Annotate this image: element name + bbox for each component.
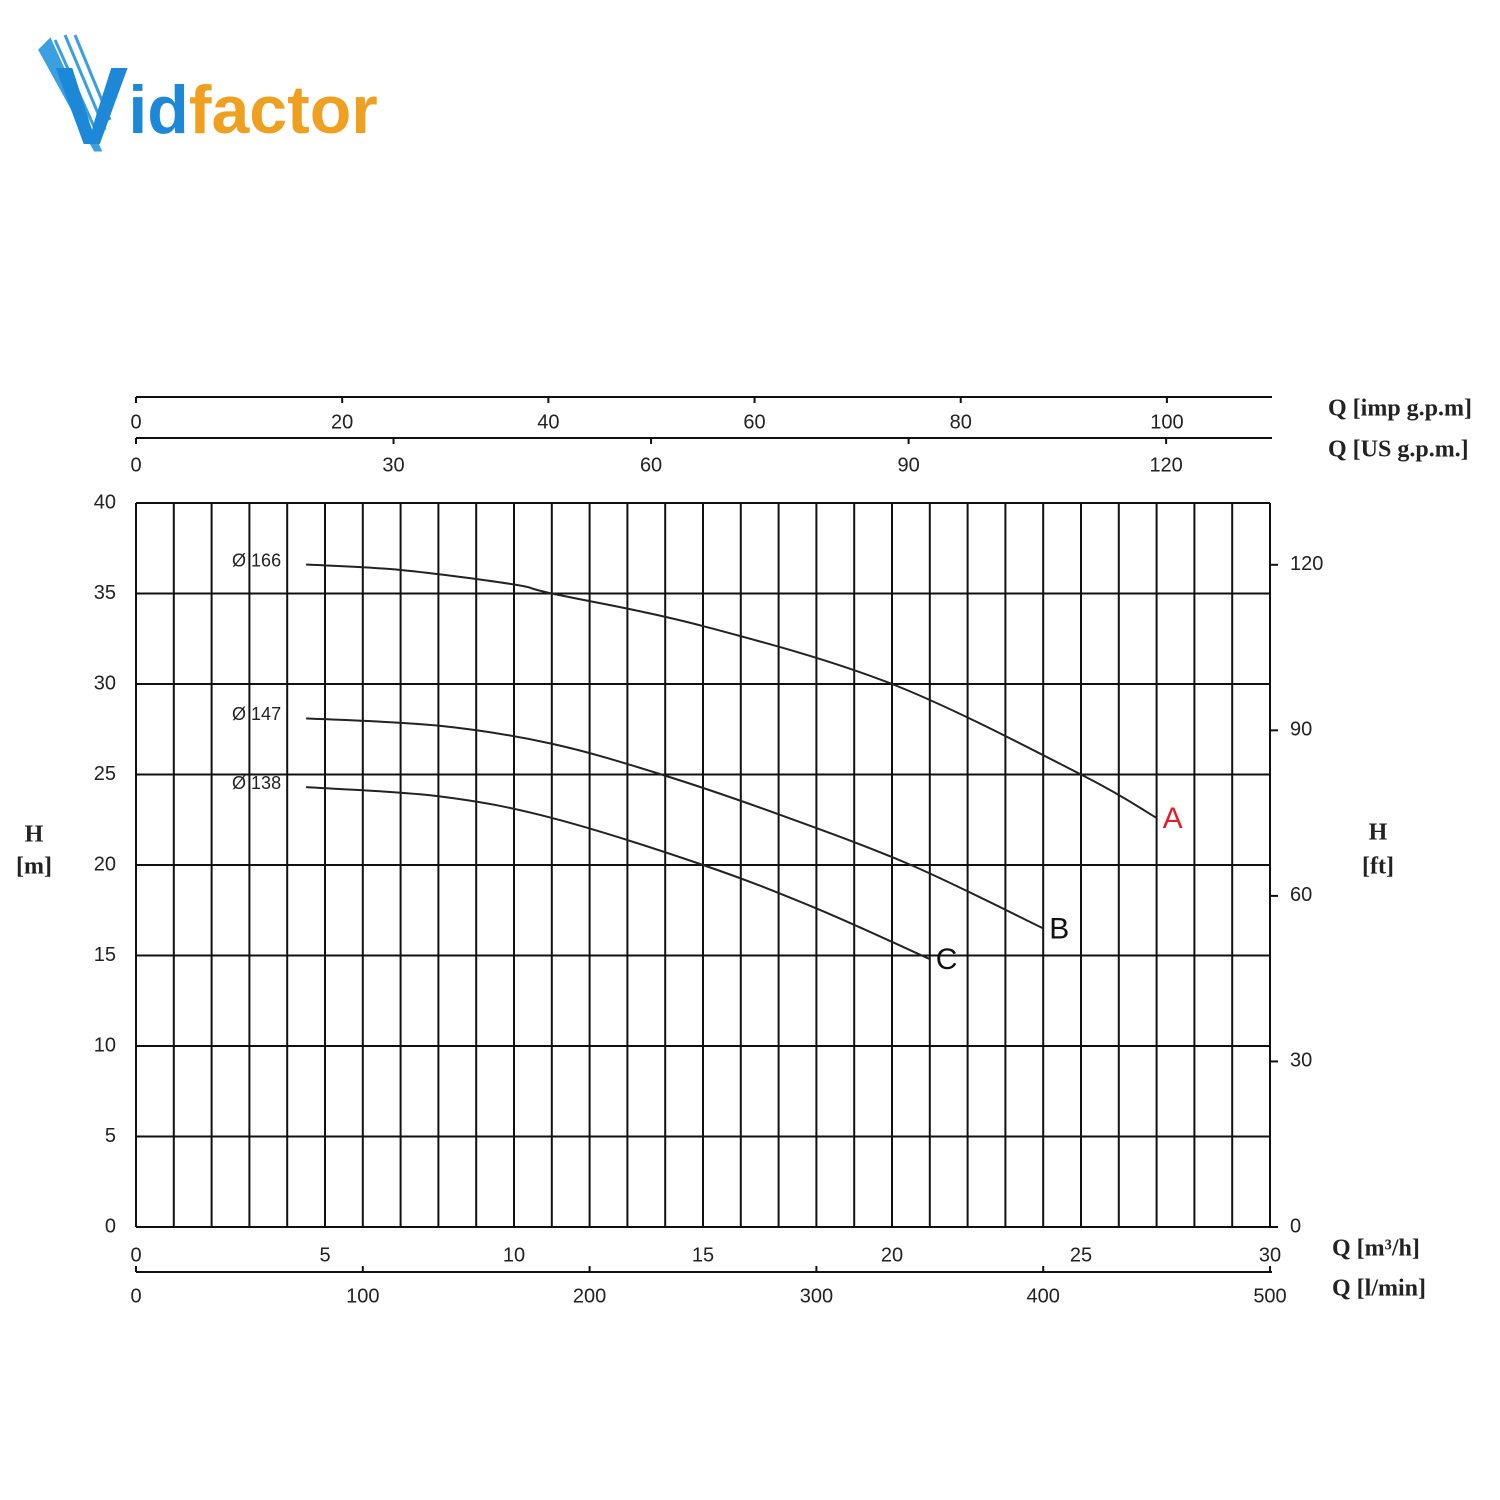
secondary-axis-title: Q [imp g.p.m] xyxy=(1328,396,1472,422)
secondary-axis-title: Q [l/min] xyxy=(1332,1276,1426,1302)
x-tick-label: 10 xyxy=(503,1244,525,1266)
secondary-tick-label: 0 xyxy=(130,411,141,433)
y-axis-unit: [m] xyxy=(16,854,52,880)
secondary-tick-label: 40 xyxy=(537,411,559,433)
secondary-tick-label: 60 xyxy=(743,411,765,433)
secondary-tick-label: 0 xyxy=(130,454,141,476)
x-tick-label: 15 xyxy=(692,1244,714,1266)
x-axis-title: Q [m³/h] xyxy=(1332,1236,1420,1262)
y-tick-label: 30 xyxy=(94,672,116,694)
x-tick-label: 25 xyxy=(1070,1244,1092,1266)
logo-feathers xyxy=(38,34,112,152)
logo-factor: factor xyxy=(189,72,378,148)
secondary-tick-label: 400 xyxy=(1027,1285,1060,1307)
curve-name: Ø 147 xyxy=(232,704,281,724)
secondary-tick-label: 0 xyxy=(130,1285,141,1307)
y2-axis-title: H xyxy=(1369,820,1388,846)
logo: Vidfactor xyxy=(38,34,378,168)
pump-curve xyxy=(306,563,1158,819)
y-tick-label: 40 xyxy=(94,491,116,513)
y-tick-label: 10 xyxy=(94,1034,116,1056)
y-tick-label: 20 xyxy=(94,853,116,875)
logo-id: id xyxy=(128,72,188,148)
x-tick-label: 20 xyxy=(881,1244,903,1266)
y2-tick-label: 120 xyxy=(1290,553,1323,575)
secondary-tick-label: 20 xyxy=(331,411,353,433)
secondary-tick-label: 200 xyxy=(573,1285,606,1307)
curve-name: Ø 138 xyxy=(232,773,281,793)
pump-curve xyxy=(306,717,1044,930)
x-tick-label: 30 xyxy=(1259,1244,1281,1266)
secondary-tick-label: 100 xyxy=(1150,411,1183,433)
x-tick-label: 0 xyxy=(130,1244,141,1266)
secondary-tick-label: 30 xyxy=(382,454,404,476)
secondary-axis-title: Q [US g.p.m.] xyxy=(1328,437,1469,463)
logo-text: Vidfactor xyxy=(55,45,378,168)
y2-tick-label: 60 xyxy=(1290,884,1312,906)
y2-tick-label: 30 xyxy=(1290,1050,1312,1072)
y-axis-title: H xyxy=(25,822,44,848)
curve-name: Ø 166 xyxy=(232,550,281,570)
logo-v: V xyxy=(55,45,128,168)
y-tick-label: 5 xyxy=(105,1125,116,1147)
y2-axis-unit: [ft] xyxy=(1362,854,1394,880)
curve-label: C xyxy=(936,943,958,976)
y-tick-label: 25 xyxy=(94,763,116,785)
secondary-tick-label: 100 xyxy=(346,1285,379,1307)
secondary-tick-label: 80 xyxy=(950,411,972,433)
secondary-tick-label: 300 xyxy=(800,1285,833,1307)
secondary-tick-label: 500 xyxy=(1253,1285,1286,1307)
pump-curve xyxy=(306,786,931,961)
y-tick-label: 0 xyxy=(105,1215,116,1237)
y2-tick-label: 0 xyxy=(1290,1215,1301,1237)
secondary-tick-label: 60 xyxy=(640,454,662,476)
secondary-tick-label: 120 xyxy=(1149,454,1182,476)
curve-label: B xyxy=(1049,912,1069,945)
x-tick-label: 5 xyxy=(319,1244,330,1266)
y2-tick-label: 90 xyxy=(1290,719,1312,741)
y-tick-label: 15 xyxy=(94,944,116,966)
secondary-tick-label: 90 xyxy=(897,454,919,476)
y-tick-label: 35 xyxy=(94,582,116,604)
curve-label: A xyxy=(1163,802,1183,835)
